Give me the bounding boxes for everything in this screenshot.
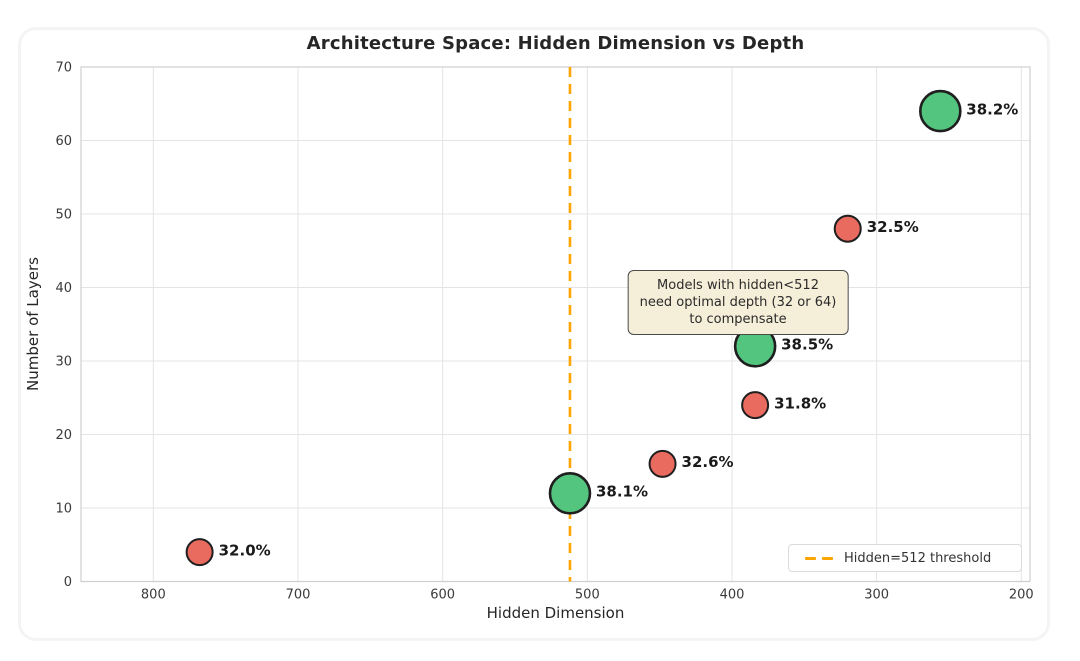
data-point-label: 32.5% [867, 218, 919, 236]
chart-title: Architecture Space: Hidden Dimension vs … [306, 33, 805, 54]
x-tick-label: 200 [1009, 588, 1034, 603]
data-point-bubble [919, 89, 962, 133]
x-tick-label: 700 [286, 588, 311, 603]
y-axis-label: Number of Layers [24, 257, 42, 391]
y-tick-label: 40 [55, 281, 72, 296]
data-point-bubble [185, 538, 214, 567]
data-point-bubble [548, 471, 592, 515]
y-tick-label: 70 [55, 61, 72, 76]
x-axis-label: Hidden Dimension [486, 604, 625, 622]
axes-frame [80, 66, 1031, 583]
x-tick-label: 600 [430, 588, 455, 603]
data-point-label: 38.1% [596, 483, 648, 501]
annotation-line-3: to compensate [689, 312, 787, 327]
data-point-label: 31.8% [774, 394, 826, 412]
data-point-label: 32.6% [682, 453, 734, 471]
y-tick-label: 0 [64, 575, 72, 590]
annotation-line-1: Models with hidden<512 [657, 278, 819, 293]
annotation-callout: Models with hidden<512 need optimal dept… [627, 270, 849, 335]
data-point-bubble [741, 391, 770, 420]
data-point-label: 32.0% [219, 541, 271, 559]
figure-card [18, 27, 1050, 641]
x-tick-label: 500 [575, 588, 600, 603]
legend-dashed-line-swatch [805, 556, 833, 560]
x-tick-label: 300 [864, 588, 889, 603]
legend-label: Hidden=512 threshold [844, 550, 992, 566]
data-point-bubble [648, 449, 677, 478]
annotation-line-2: need optimal depth (32 or 64) [639, 295, 837, 310]
y-tick-label: 30 [55, 355, 72, 370]
x-tick-label: 800 [141, 588, 166, 603]
legend: Hidden=512 threshold [788, 544, 1022, 572]
y-tick-label: 60 [55, 134, 72, 149]
x-tick-label: 400 [720, 588, 745, 603]
y-tick-label: 10 [55, 502, 72, 517]
data-point-label: 38.5% [781, 336, 833, 354]
y-tick-label: 50 [55, 208, 72, 223]
data-point-label: 38.2% [966, 100, 1018, 118]
data-point-bubble [833, 214, 862, 243]
y-tick-label: 20 [55, 428, 72, 443]
